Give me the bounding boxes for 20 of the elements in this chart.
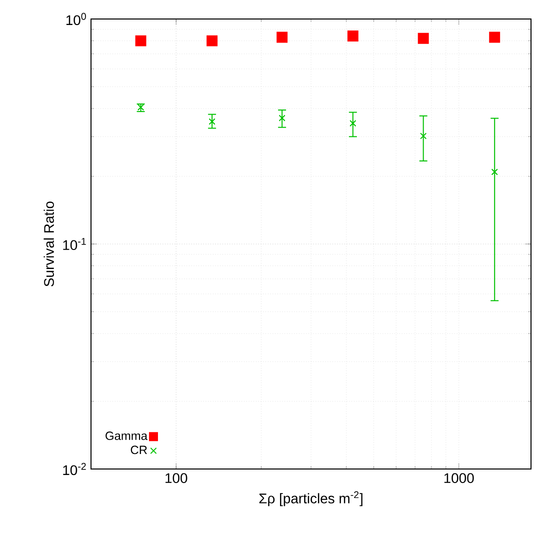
x-tick-label: 100: [166, 473, 188, 484]
y-tick-label: 10$^{-1}$: [63, 238, 86, 250]
x-tick-label: 1000: [444, 473, 474, 484]
point: [278, 114, 286, 122]
point: [491, 168, 498, 176]
y-tick-label: 10$^{-2}$: [63, 462, 86, 476]
point: [208, 118, 216, 125]
point: [276, 32, 288, 43]
legend-label: Gamma: [106, 432, 148, 440]
legend-label: CR: [130, 446, 147, 454]
point: [350, 120, 356, 127]
point: [420, 132, 427, 140]
x-axis-title: Σρ [particles m$^{-2}$]: [259, 491, 362, 506]
point: [418, 32, 429, 44]
point: [135, 35, 146, 46]
point: [206, 35, 218, 46]
y-axis-title: Survival Ratio: [44, 202, 54, 286]
point: [347, 30, 358, 42]
y-tick-label: 10$^{0}$: [66, 12, 86, 26]
point: [489, 32, 500, 43]
